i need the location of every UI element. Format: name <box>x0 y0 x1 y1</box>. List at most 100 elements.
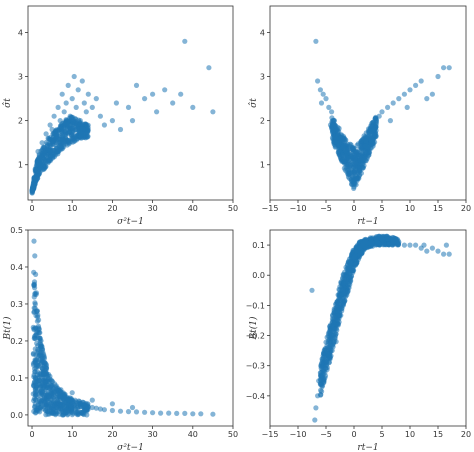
points-layer <box>30 238 216 418</box>
cloud-point <box>40 167 46 173</box>
y-tick-label: 2 <box>18 117 23 126</box>
cloud-point <box>72 406 79 412</box>
cloud-point <box>55 136 61 142</box>
x-tick-label: 10 <box>405 430 415 439</box>
data-point <box>407 242 413 248</box>
x-tick-label: 0 <box>351 204 356 213</box>
data-point <box>109 118 115 124</box>
data-point <box>31 238 37 244</box>
x-tick-label: 50 <box>228 204 238 213</box>
data-point <box>89 404 95 411</box>
cloud-point <box>352 163 358 169</box>
data-point <box>327 122 334 128</box>
cloud-point <box>33 330 39 336</box>
cloud-point <box>329 347 335 354</box>
data-point <box>345 162 351 168</box>
x-tick-label: 0 <box>29 204 34 213</box>
cloud-point <box>47 143 54 149</box>
data-point <box>39 353 45 359</box>
data-point <box>379 236 385 242</box>
data-point <box>390 100 396 106</box>
x-tick-label: 20 <box>107 204 117 213</box>
data-point <box>318 100 325 106</box>
cloud-point <box>53 405 59 411</box>
data-point <box>166 410 172 416</box>
y-tick-label: 1 <box>18 161 23 170</box>
data-point <box>340 287 346 293</box>
data-point <box>359 157 365 163</box>
data-point <box>435 73 441 80</box>
data-point <box>373 118 379 124</box>
x-tick-label: −15 <box>262 204 279 213</box>
data-point <box>362 148 368 155</box>
cloud-point <box>34 407 40 413</box>
cloud-point <box>358 138 364 144</box>
x-tick-label: 0 <box>29 430 34 439</box>
x-tick-label: −10 <box>290 204 307 213</box>
cloud-point <box>71 138 77 144</box>
data-point <box>81 403 87 409</box>
cloud-point <box>33 397 39 403</box>
cloud-point <box>63 129 69 135</box>
data-point <box>109 401 115 407</box>
cloud-point <box>351 267 357 273</box>
data-point <box>334 126 340 133</box>
data-point <box>351 184 357 190</box>
data-point <box>45 379 51 385</box>
data-point <box>348 170 354 177</box>
data-point <box>158 410 164 416</box>
data-point <box>385 236 391 242</box>
y-tick-label: −0.1 <box>246 301 265 310</box>
data-point <box>407 87 413 93</box>
data-point <box>315 393 321 399</box>
data-point <box>125 409 132 415</box>
cloud-point <box>54 127 60 133</box>
y-tick-label: 2 <box>260 117 265 126</box>
y-tick-label: 4 <box>260 28 265 37</box>
x-tick-label: −5 <box>320 430 332 439</box>
data-point <box>368 135 374 141</box>
cloud-point <box>319 360 325 366</box>
y-tick-label: 0.5 <box>10 226 23 235</box>
data-point <box>326 104 332 110</box>
data-point <box>79 78 85 84</box>
data-point <box>51 113 57 119</box>
x-tick-label: 20 <box>461 430 471 439</box>
cloud-point <box>375 240 381 246</box>
y-tick-label: 3 <box>18 73 23 82</box>
x-tick-label: −5 <box>320 204 332 213</box>
data-point <box>37 338 43 344</box>
cloud-point <box>334 302 340 308</box>
data-point <box>373 236 379 242</box>
data-point <box>142 96 148 102</box>
data-point <box>93 96 99 102</box>
data-point <box>313 38 319 44</box>
data-point <box>109 407 115 414</box>
axes-frame <box>269 229 467 427</box>
cloud-point <box>37 405 44 411</box>
data-point <box>340 144 346 150</box>
data-point <box>89 104 95 110</box>
cloud-point <box>370 141 376 147</box>
data-point <box>65 82 71 88</box>
cloud-point <box>53 384 59 390</box>
data-point <box>73 104 79 110</box>
data-point <box>77 402 83 408</box>
data-point <box>312 417 318 423</box>
cloud-point <box>342 298 348 304</box>
cloud-point <box>70 117 76 123</box>
cloud-point <box>49 405 55 411</box>
y-tick-label: −0.2 <box>246 332 265 341</box>
data-point <box>320 369 326 375</box>
data-point <box>69 96 75 102</box>
data-point <box>371 126 377 133</box>
data-point <box>376 113 382 119</box>
data-point <box>133 409 140 415</box>
data-point <box>320 91 326 97</box>
data-point <box>401 91 407 97</box>
data-point <box>421 242 427 248</box>
axes-frame <box>27 229 234 427</box>
data-point <box>345 269 351 275</box>
y-tick-label: 0.3 <box>10 300 23 309</box>
data-point <box>150 91 156 97</box>
